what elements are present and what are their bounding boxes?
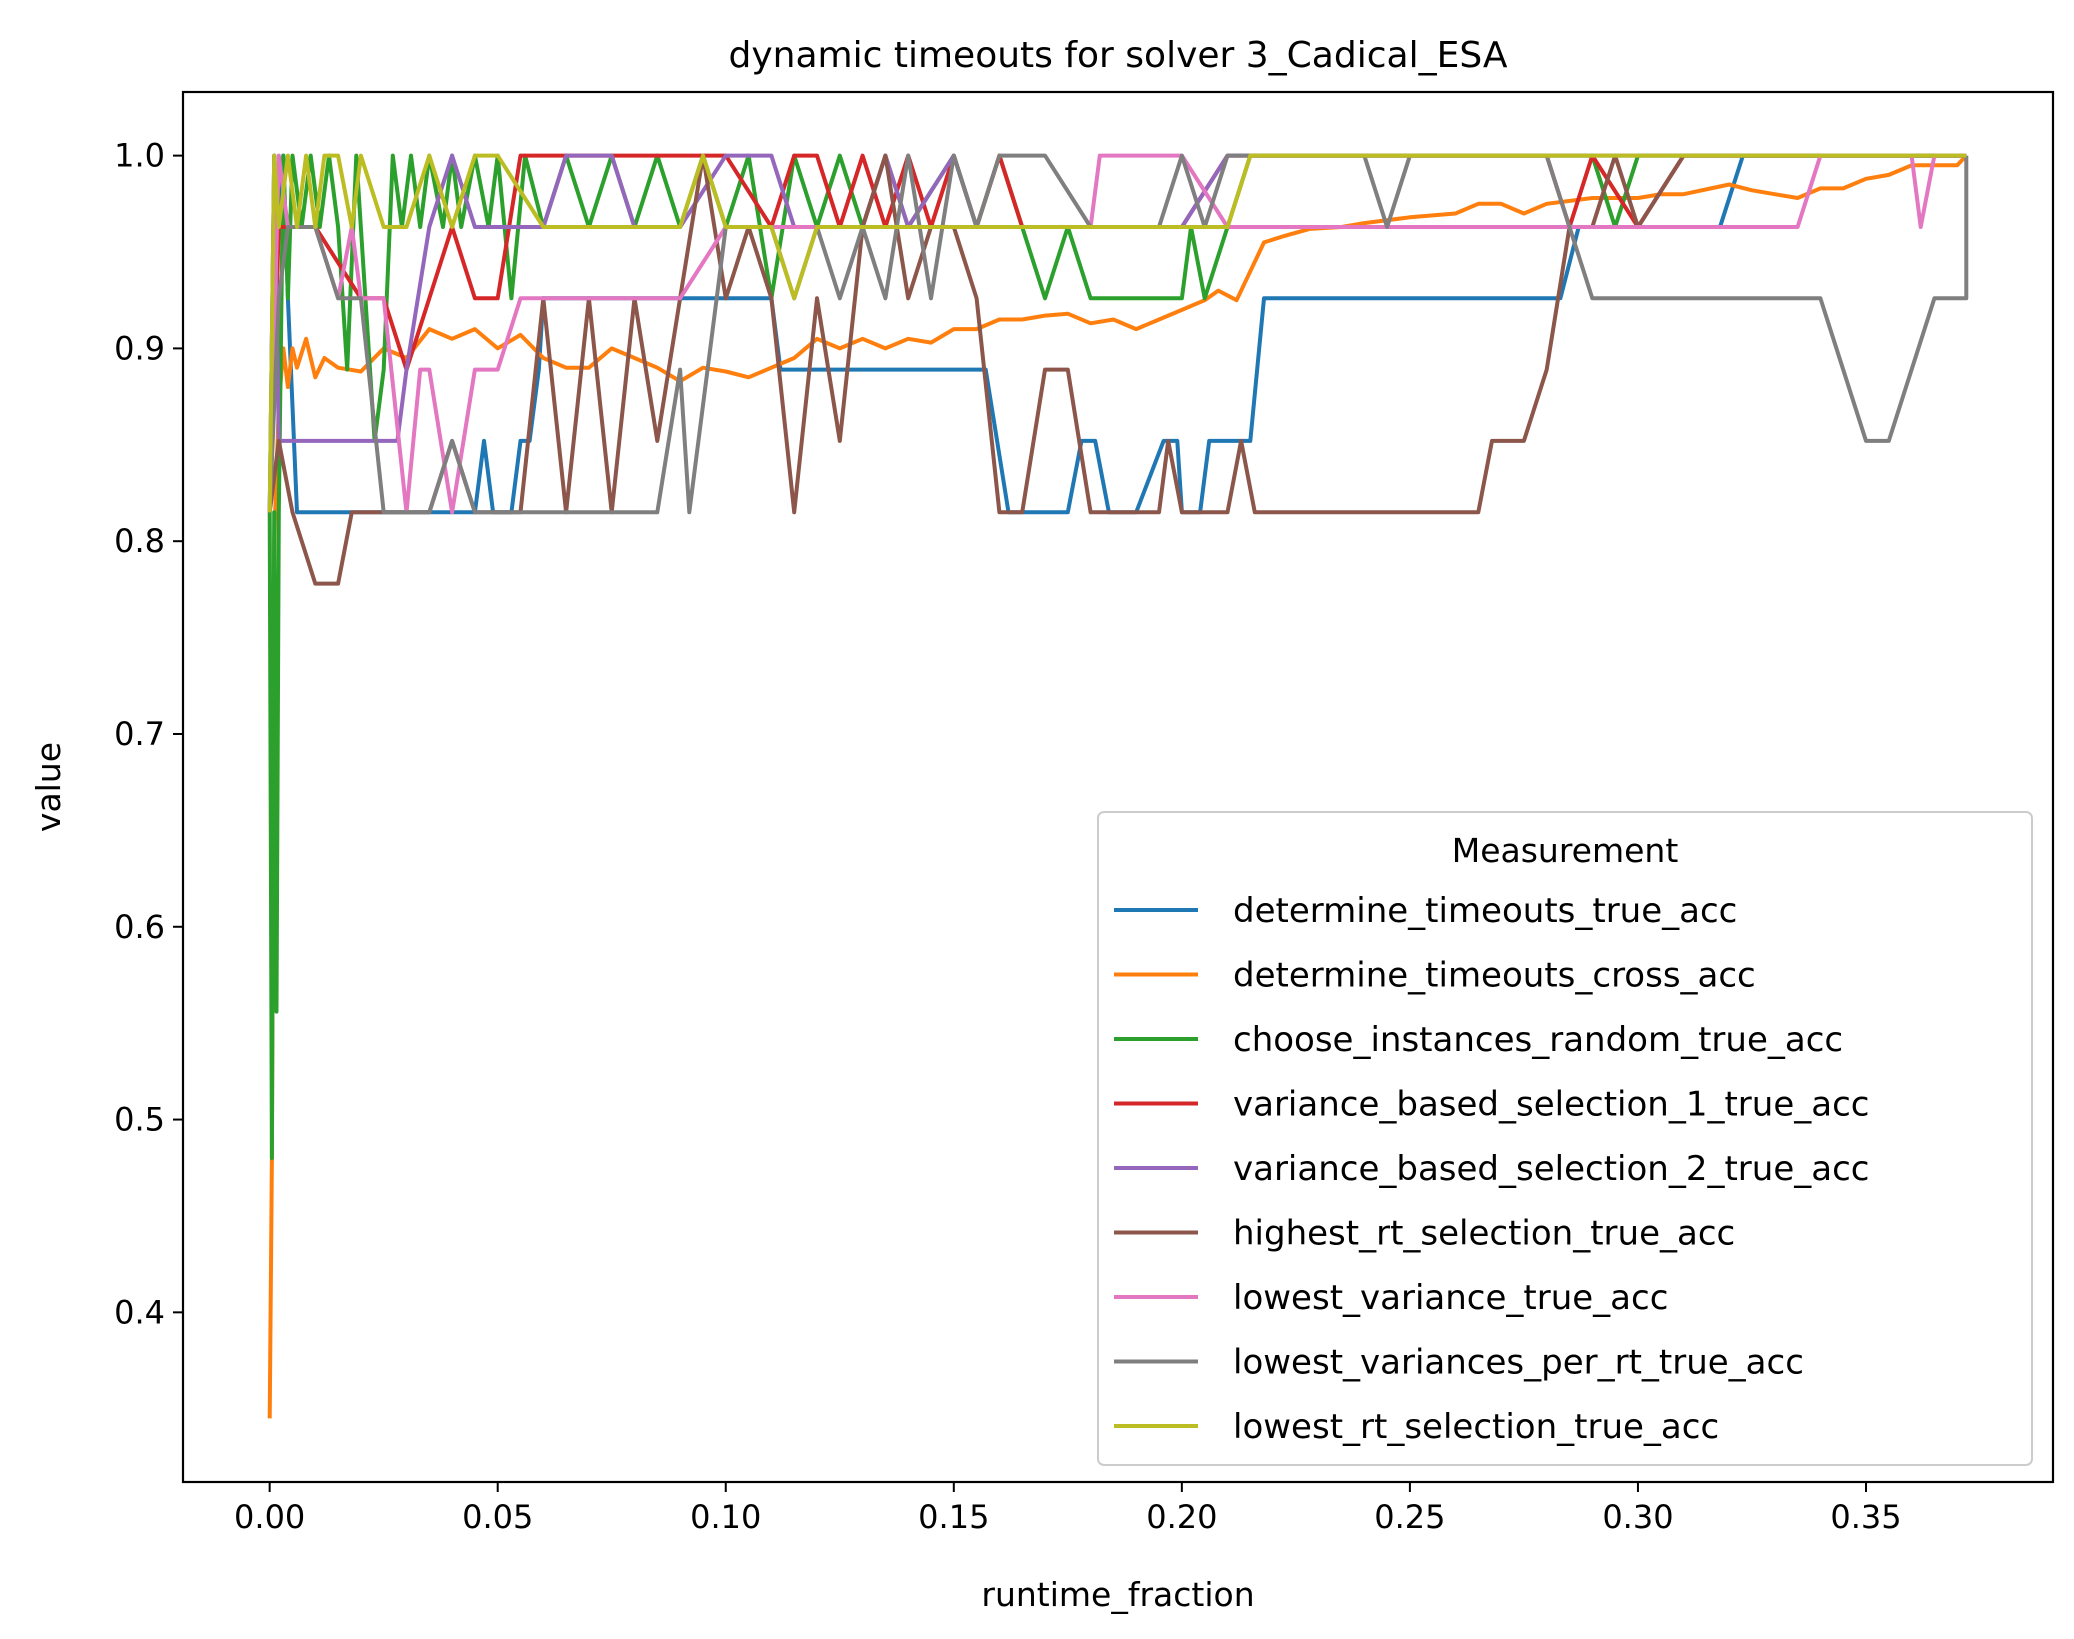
- x-tick-label: 0.25: [1374, 1498, 1445, 1536]
- legend: Measurement determine_timeouts_true_accd…: [1097, 811, 2033, 1466]
- y-axis-label: value: [29, 742, 68, 832]
- series-layer: [267, 153, 1969, 1419]
- legend-title: Measurement: [1452, 831, 1679, 870]
- y-tick-label: 1.0: [114, 137, 165, 175]
- x-axis: 0.00 0.05 0.10 0.15 0.20 0.25 0.30 0.35: [234, 1482, 1902, 1536]
- y-axis: 0.4 0.5 0.6 0.7 0.8 0.9 1.0: [114, 137, 183, 1331]
- x-tick-label: 0.35: [1830, 1498, 1901, 1536]
- plot-frame: [181, 90, 2055, 1484]
- x-tick-label: 0.00: [234, 1498, 305, 1536]
- y-tick-label: 0.6: [114, 908, 165, 946]
- legend-label: variance_based_selection_1_true_acc: [1233, 1085, 1869, 1125]
- legend-label: determine_timeouts_cross_acc: [1233, 956, 1756, 996]
- x-tick-label: 0.05: [462, 1498, 533, 1536]
- legend-label: variance_based_selection_2_true_acc: [1233, 1149, 1869, 1189]
- y-tick-label: 0.8: [114, 522, 165, 560]
- legend-label: determine_timeouts_true_acc: [1233, 891, 1737, 931]
- y-tick-label: 0.5: [114, 1101, 165, 1139]
- y-tick-label: 0.9: [114, 329, 165, 367]
- y-tick-label: 0.4: [114, 1293, 165, 1331]
- series-line-lowest-rt-selection-true-acc: [267, 153, 1967, 513]
- y-tick-label: 0.7: [114, 715, 165, 753]
- x-tick-label: 0.10: [690, 1498, 761, 1536]
- x-tick-label: 0.15: [918, 1498, 989, 1536]
- series-line-determine-timeouts-true-acc: [267, 153, 1967, 515]
- legend-label: highest_rt_selection_true_acc: [1233, 1214, 1735, 1254]
- x-axis-label: runtime_fraction: [981, 1575, 1254, 1614]
- legend-label: lowest_variances_per_rt_true_acc: [1233, 1343, 1804, 1383]
- x-tick-label: 0.30: [1602, 1498, 1673, 1536]
- legend-box: [1097, 811, 2033, 1466]
- chart-title: dynamic timeouts for solver 3_Cadical_ES…: [729, 35, 1508, 76]
- x-tick-label: 0.20: [1146, 1498, 1217, 1536]
- legend-label: lowest_rt_selection_true_acc: [1233, 1407, 1719, 1447]
- legend-label: lowest_variance_true_acc: [1233, 1278, 1668, 1318]
- series-line-lowest-variance-true-acc: [267, 153, 1967, 515]
- legend-label: choose_instances_random_true_acc: [1233, 1020, 1843, 1060]
